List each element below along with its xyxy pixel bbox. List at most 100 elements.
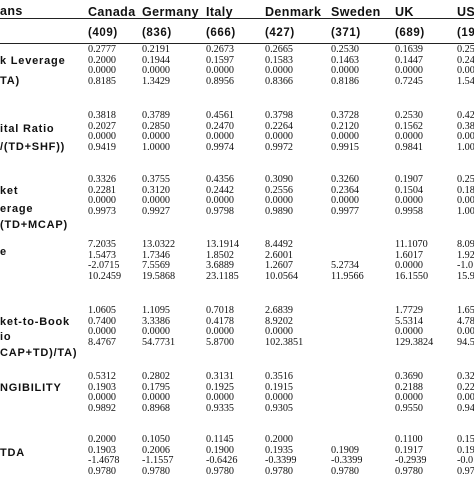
table-cell: 0.0000 <box>206 65 235 77</box>
variable-label: ket <box>0 185 19 197</box>
table-cell: 0.94 <box>457 403 474 415</box>
variable-label: ket-to-Book <box>0 316 70 328</box>
table-cell: 7.5569 <box>142 260 171 272</box>
table-cell: 0.0000 <box>395 260 424 272</box>
table-cell: 0.1795 <box>142 381 171 393</box>
table-cell: 3.6889 <box>206 260 235 272</box>
table-cell: -0.3399 <box>265 455 297 467</box>
table-cell: 1.7346 <box>142 249 171 261</box>
table-cell: 0.15 <box>457 434 474 445</box>
table-cell: 0.2850 <box>142 120 171 132</box>
table-cell: 0.2264 <box>265 120 294 132</box>
variable-label: (TD+MCAP) <box>0 219 69 231</box>
table-cell: 0.1463 <box>331 54 360 66</box>
table-cell: 0.3690 <box>395 371 424 382</box>
header-rule <box>0 18 474 19</box>
table-cell: 1.65 <box>457 305 474 316</box>
table-cell: 0.9780 <box>395 466 424 478</box>
table-cell: 8.9202 <box>265 315 294 327</box>
table-cell: 0.9974 <box>206 142 235 154</box>
table-cell: 0.3755 <box>142 174 171 185</box>
table-cell: 1.00 <box>457 206 474 218</box>
table-cell: 0.9780 <box>88 466 117 478</box>
table-cell: 3.3386 <box>142 315 171 327</box>
table-cell: 0.9419 <box>88 142 117 154</box>
country-header: Canada <box>88 5 136 19</box>
table-cell: 0.4178 <box>206 315 235 327</box>
table-cell: 0.00 <box>457 131 474 143</box>
table-cell: 0.2006 <box>142 444 171 456</box>
table-cell: 0.0000 <box>395 326 424 338</box>
variable-label: TA) <box>0 75 20 87</box>
table-cell: 0.9780 <box>331 466 360 478</box>
table-cell: 1.6017 <box>395 249 424 261</box>
table-cell: 0.9550 <box>395 403 424 415</box>
table-cell: 0.8956 <box>206 76 235 88</box>
table-cell: 0.38 <box>457 120 474 132</box>
table-cell: -0.3399 <box>331 455 363 467</box>
table-cell: 0.0000 <box>265 195 294 207</box>
table-cell: 0.0000 <box>88 195 117 207</box>
table-cell: 0.2000 <box>265 434 294 445</box>
variable-label: ital Ratio <box>0 123 55 135</box>
table-cell: 0.9890 <box>265 206 294 218</box>
table-cell: 5.8700 <box>206 337 235 349</box>
table-cell: 0.0000 <box>206 392 235 404</box>
table-cell: 0.1050 <box>142 434 171 445</box>
table-cell: 0.9780 <box>265 466 294 478</box>
table-cell: 0.0000 <box>395 131 424 143</box>
variable-label: NGIBILITY <box>0 382 62 394</box>
table-cell: 0.1917 <box>395 444 424 456</box>
table-cell: 10.0564 <box>265 271 299 283</box>
table-cell: 16.1550 <box>395 271 429 283</box>
table-cell: 0.25 <box>457 44 474 55</box>
table-cell: 0.1909 <box>331 444 360 456</box>
table-cell: 0.2281 <box>88 184 117 196</box>
table-cell: 8.4767 <box>88 337 117 349</box>
table-cell: -1.1557 <box>142 455 174 467</box>
table-cell: 0.97 <box>457 466 474 478</box>
table-cell: 54.7731 <box>142 337 176 349</box>
table-cell: 0.0000 <box>142 326 171 338</box>
table-cell: 13.0322 <box>142 239 176 250</box>
table-cell: 94.5 <box>457 337 474 349</box>
table-cell: 0.2000 <box>88 54 117 66</box>
table-cell: -2.0715 <box>88 260 120 272</box>
table-cell: 1.0000 <box>142 142 171 154</box>
table-cell: 0.1915 <box>265 381 294 393</box>
table-cell: 0.9973 <box>88 206 117 218</box>
observation-count: (427) <box>265 27 295 39</box>
table-cell: 0.2442 <box>206 184 235 196</box>
table-cell: 2.6001 <box>265 249 294 261</box>
country-header: US <box>457 5 474 19</box>
table-cell: 0.7245 <box>395 76 424 88</box>
table-cell: 0.5312 <box>88 371 117 382</box>
table-cell: 0.0000 <box>395 195 424 207</box>
table-cell: 0.9780 <box>206 466 235 478</box>
table-cell: 0.3090 <box>265 174 294 185</box>
table-cell: 0.0000 <box>331 131 360 143</box>
variable-label: TDA <box>0 447 26 459</box>
table-cell: 1.1095 <box>142 305 171 316</box>
table-cell: 0.25 <box>457 174 474 185</box>
table-cell: 0.0000 <box>206 326 235 338</box>
table-cell: 0.3326 <box>88 174 117 185</box>
country-header: Sweden <box>331 5 381 19</box>
table-cell: -0.2939 <box>395 455 427 467</box>
table-cell: 0.2000 <box>88 434 117 445</box>
table-cell: 10.2459 <box>88 271 122 283</box>
table-cell: 0.2802 <box>142 371 171 382</box>
table-cell: 0.24 <box>457 54 474 66</box>
table-cell: 0.0000 <box>142 195 171 207</box>
header-rule-lower <box>0 43 474 44</box>
table-cell: 0.3120 <box>142 184 171 196</box>
table-cell: 0.8186 <box>331 76 360 88</box>
table-cell: -0.6426 <box>206 455 238 467</box>
table-cell: 15.9 <box>457 271 474 283</box>
table-cell: 0.9958 <box>395 206 424 218</box>
table-cell: 0.9305 <box>265 403 294 415</box>
table-cell: 0.1597 <box>206 54 235 66</box>
country-header: UK <box>395 5 414 19</box>
table-cell: -1.4678 <box>88 455 120 467</box>
table-cell: 0.2027 <box>88 120 117 132</box>
